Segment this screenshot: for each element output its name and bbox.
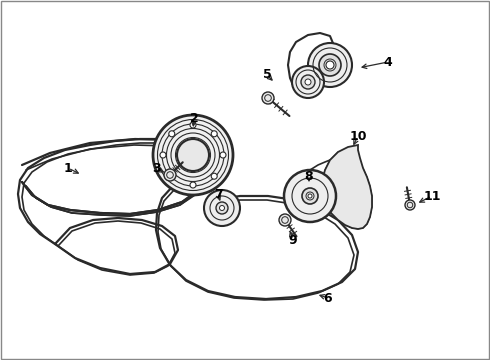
Circle shape (190, 122, 196, 128)
Circle shape (308, 43, 352, 87)
Circle shape (284, 170, 336, 222)
Text: 10: 10 (349, 130, 367, 143)
Text: 2: 2 (190, 112, 198, 125)
Text: 3: 3 (152, 162, 160, 175)
Circle shape (301, 75, 315, 89)
Circle shape (319, 54, 341, 76)
Circle shape (292, 66, 324, 98)
Circle shape (279, 214, 291, 226)
Circle shape (405, 200, 415, 210)
Text: 8: 8 (305, 170, 313, 183)
Circle shape (262, 92, 274, 104)
Circle shape (326, 61, 334, 69)
Circle shape (169, 173, 175, 179)
Polygon shape (322, 145, 372, 229)
Text: 1: 1 (64, 162, 73, 175)
Circle shape (216, 202, 228, 214)
Text: 11: 11 (423, 189, 441, 202)
Circle shape (160, 152, 166, 158)
Circle shape (308, 194, 312, 198)
Circle shape (211, 173, 217, 179)
Circle shape (211, 131, 217, 137)
Circle shape (153, 115, 233, 195)
Circle shape (169, 131, 175, 137)
Text: 9: 9 (289, 234, 297, 247)
Text: 6: 6 (324, 292, 332, 305)
Circle shape (204, 190, 240, 226)
Circle shape (177, 139, 209, 171)
Circle shape (220, 206, 224, 211)
Circle shape (220, 152, 226, 158)
Circle shape (164, 169, 176, 181)
Circle shape (302, 188, 318, 204)
Text: 5: 5 (263, 68, 271, 81)
Circle shape (190, 182, 196, 188)
Text: 7: 7 (214, 188, 222, 201)
Circle shape (305, 79, 311, 85)
Text: 4: 4 (384, 55, 392, 68)
